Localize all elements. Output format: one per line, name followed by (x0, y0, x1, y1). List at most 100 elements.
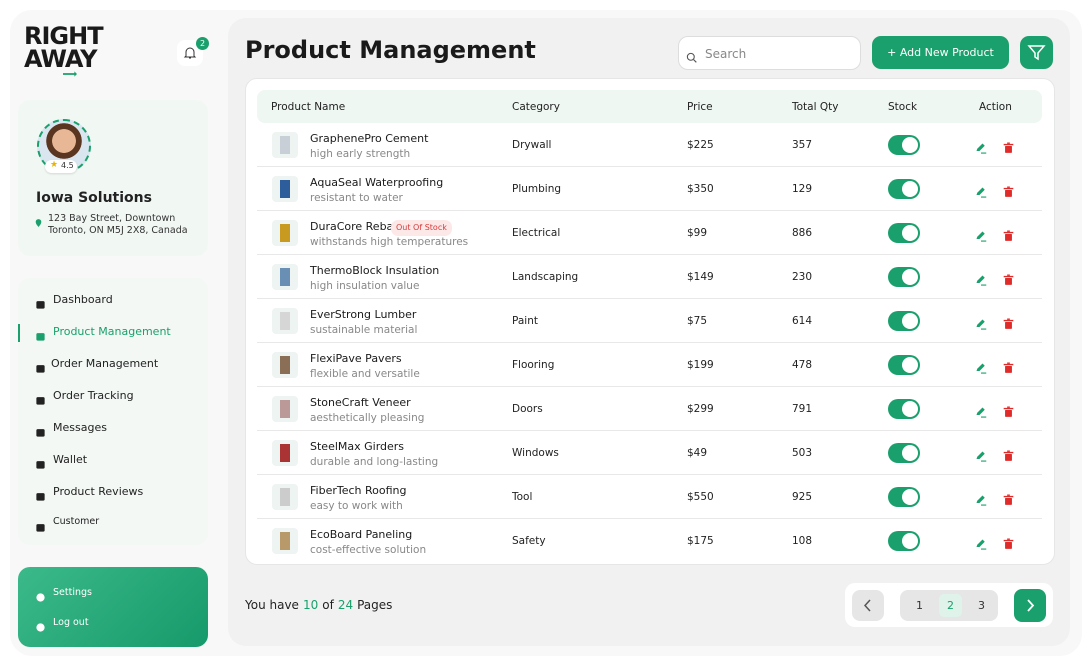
edit-icon[interactable] (975, 403, 987, 418)
product-thumb-img (280, 268, 290, 286)
nav-item[interactable]: Product Reviews (53, 485, 144, 498)
price: $149 (687, 271, 714, 283)
add-button[interactable] (872, 36, 1009, 69)
product-name: ThermoBlock Insulation (310, 264, 440, 277)
table-header (257, 90, 1042, 123)
row-divider (257, 518, 1042, 519)
product-subtitle: easy to work with (310, 500, 403, 512)
edit-icon[interactable] (975, 491, 987, 506)
nav-item[interactable]: Product Management (53, 325, 171, 338)
edit-icon[interactable] (975, 359, 987, 374)
edit-icon[interactable] (975, 139, 987, 154)
nav-item[interactable]: Order Management (51, 357, 159, 370)
address-line1: 123 Bay Street, Downtown (48, 213, 176, 224)
product-subtitle: withstands high temperatures (310, 236, 469, 248)
search-placeholder: Search (705, 47, 747, 61)
total-qty: 108 (792, 535, 813, 547)
product-subtitle: sustainable material (310, 324, 418, 336)
prev-button[interactable] (852, 590, 884, 621)
delete-icon[interactable] (1003, 271, 1014, 285)
stock-badge: Out Of Stock (391, 220, 452, 236)
edit-icon[interactable] (975, 535, 987, 550)
rating-pill (45, 160, 77, 173)
nav-item[interactable]: Customer (53, 516, 100, 527)
logo-line2: AWAY (24, 45, 98, 73)
stock-toggle[interactable] (888, 531, 920, 551)
total-qty: 925 (792, 491, 813, 503)
page-title: Product Management (245, 36, 536, 64)
stock-toggle[interactable] (888, 223, 920, 243)
stock-toggle[interactable] (888, 399, 920, 419)
nav-icon (35, 487, 46, 501)
product-subtitle: aesthetically pleasing (310, 412, 425, 424)
delete-icon[interactable] (1003, 535, 1014, 549)
footer-icon (35, 618, 46, 632)
edit-icon[interactable] (975, 271, 987, 286)
edit-icon[interactable] (975, 447, 987, 462)
product-name: StoneCraft Veneer (310, 396, 411, 409)
footer-nav-item[interactable]: Log out (53, 617, 89, 628)
pin-icon (34, 213, 43, 227)
stock-toggle[interactable] (888, 443, 920, 463)
product-subtitle: flexible and versatile (310, 368, 420, 380)
product-name: DuraCore Rebar (310, 220, 398, 233)
delete-icon[interactable] (1003, 447, 1014, 461)
add-button-label: + Add New Product (887, 46, 994, 59)
total-qty: 357 (792, 139, 813, 151)
stock-toggle[interactable] (888, 179, 920, 199)
page-number[interactable]: 3 (978, 599, 985, 612)
stock-toggle[interactable] (888, 487, 920, 507)
product-thumb-img (280, 532, 290, 550)
pagination-current: 10 (302, 598, 319, 612)
delete-icon[interactable] (1003, 227, 1014, 241)
stock-toggle[interactable] (888, 311, 920, 331)
delete-icon[interactable] (1003, 403, 1014, 417)
delete-icon[interactable] (1003, 359, 1014, 373)
product-subtitle: cost-effective solution (310, 544, 427, 556)
nav-icon (35, 423, 46, 437)
category: Tool (512, 491, 533, 503)
total-qty: 478 (792, 359, 813, 371)
nav-item[interactable]: Dashboard (53, 293, 113, 306)
total-qty: 503 (792, 447, 813, 459)
stock-toggle[interactable] (888, 355, 920, 375)
category: Paint (512, 315, 538, 327)
delete-icon[interactable] (1003, 315, 1014, 329)
nav-card (18, 278, 208, 545)
page-number[interactable]: 2 (947, 599, 954, 612)
product-thumb-img (280, 136, 290, 154)
edit-icon[interactable] (975, 315, 987, 330)
nav-item[interactable]: Messages (53, 421, 107, 434)
search-box[interactable] (678, 36, 861, 70)
next-button[interactable] (1014, 589, 1046, 622)
pagination-summary: You have 10 of 24 Pages (245, 598, 392, 612)
delete-icon[interactable] (1003, 491, 1014, 505)
footer-nav-item[interactable]: Settings (53, 587, 92, 598)
row-divider (257, 386, 1042, 387)
row-divider (257, 166, 1042, 167)
row-divider (257, 254, 1042, 255)
edit-icon[interactable] (975, 227, 987, 242)
page-number[interactable]: 1 (916, 599, 923, 612)
product-thumb-img (280, 400, 290, 418)
price: $49 (687, 447, 708, 459)
product-name: AquaSeal Waterproofing (310, 176, 444, 189)
stock-toggle[interactable] (888, 267, 920, 287)
row-divider (257, 210, 1042, 211)
delete-icon[interactable] (1003, 183, 1014, 197)
column-header: Category (512, 101, 560, 113)
price: $550 (687, 491, 714, 503)
row-divider (257, 430, 1042, 431)
nav-icon (35, 391, 46, 405)
edit-icon[interactable] (975, 183, 987, 198)
filter-button[interactable] (1020, 36, 1053, 69)
nav-item[interactable]: Order Tracking (53, 389, 134, 402)
pagination-total: 24 (337, 598, 354, 612)
delete-icon[interactable] (1003, 139, 1014, 153)
column-header: Total Qty (792, 101, 839, 113)
stock-toggle[interactable] (888, 135, 920, 155)
nav-item[interactable]: Wallet (53, 453, 88, 466)
price: $175 (687, 535, 714, 547)
column-header: Price (687, 101, 713, 113)
